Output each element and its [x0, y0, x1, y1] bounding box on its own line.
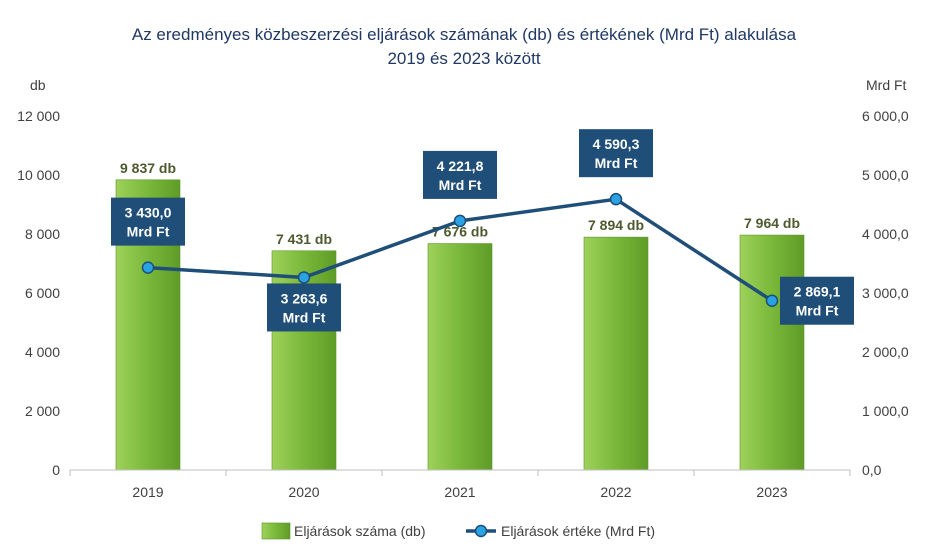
bar-2022 — [583, 236, 649, 471]
callout-box — [111, 197, 185, 246]
callout-box — [423, 150, 497, 199]
right-axis-ticks: 0,0 1 000,0 2 000,0 3 000,0 4 000,0 5 000,0 6 … — [862, 108, 909, 478]
callout-unit: Mrd Ft — [439, 177, 482, 193]
line-point-2021 — [453, 214, 467, 228]
line-value-callout: 4 221,8 Mrd Ft — [423, 150, 497, 199]
line-point-2019 — [141, 261, 155, 274]
left-tick-label: 2 000 — [25, 403, 60, 419]
line-value-callout: 3 263,6 Mrd Ft — [267, 283, 341, 332]
line-series — [141, 192, 779, 307]
left-tick-label: 0 — [52, 462, 60, 478]
bar-value-label: 7 431 db — [276, 231, 332, 247]
callout-value: 4 221,8 — [437, 158, 484, 174]
line-point-2022 — [609, 192, 623, 206]
legend-line-marker — [474, 524, 488, 538]
left-axis-unit: db — [30, 77, 46, 93]
callout-value: 3 430,0 — [125, 205, 172, 221]
legend-bar-swatch — [261, 522, 291, 540]
bar-value-label: 7 964 db — [744, 215, 800, 231]
left-tick-label: 8 000 — [25, 226, 60, 242]
right-tick-label: 2 000,0 — [862, 344, 909, 360]
bar-2021 — [427, 243, 493, 471]
callout-value: 2 869,1 — [794, 284, 841, 300]
right-tick-label: 6 000,0 — [862, 108, 909, 124]
callout-box — [267, 283, 341, 332]
line-point-2020 — [297, 271, 311, 284]
legend: Eljárások száma (db) Eljárások értéke (Mr… — [261, 522, 655, 540]
x-tick-label: 2020 — [288, 484, 319, 500]
callout-unit: Mrd Ft — [595, 155, 638, 171]
x-tick-label: 2023 — [756, 484, 787, 500]
left-tick-label: 10 000 — [17, 167, 60, 183]
x-tick-label: 2021 — [444, 484, 475, 500]
right-tick-label: 3 000,0 — [862, 285, 909, 301]
right-tick-label: 0,0 — [862, 462, 882, 478]
line-value-callout: 4 590,3 Mrd Ft — [579, 129, 653, 178]
callout-unit: Mrd Ft — [127, 224, 170, 240]
right-tick-label: 4 000,0 — [862, 226, 909, 242]
chart-title-line2: 2019 és 2023 között — [387, 49, 540, 68]
callout-value: 4 590,3 — [593, 136, 640, 152]
right-axis-unit: Mrd Ft — [866, 77, 907, 93]
callout-unit: Mrd Ft — [283, 309, 326, 325]
bar-2023 — [739, 234, 805, 471]
x-tick-label: 2022 — [600, 484, 631, 500]
left-axis-ticks: 0 2 000 4 000 6 000 8 000 10 000 12 000 — [17, 108, 60, 478]
legend-bar-label: Eljárások száma (db) — [294, 523, 426, 539]
chart-title-line1: Az eredményes közbeszerzési eljárások sz… — [132, 25, 797, 44]
x-axis-ticks: 2019 2020 2021 2022 2023 — [69, 470, 851, 500]
right-tick-label: 1 000,0 — [862, 403, 909, 419]
callout-box — [780, 276, 854, 325]
left-tick-label: 12 000 — [17, 108, 60, 124]
bar-value-label: 7 894 db — [588, 217, 644, 233]
x-tick-label: 2019 — [132, 484, 163, 500]
callout-value: 3 263,6 — [281, 290, 328, 306]
line-value-callout: 2 869,1 Mrd Ft — [780, 276, 854, 325]
right-tick-label: 5 000,0 — [862, 167, 909, 183]
line-value-callout: 3 430,0 Mrd Ft — [111, 197, 185, 246]
callout-unit: Mrd Ft — [796, 303, 839, 319]
left-tick-label: 4 000 — [25, 344, 60, 360]
bar-value-label: 9 837 db — [120, 160, 176, 176]
legend-line-label: Eljárások értéke (Mrd Ft) — [501, 523, 655, 539]
left-tick-label: 6 000 — [25, 285, 60, 301]
callout-box — [579, 129, 653, 178]
line-point-2023 — [765, 294, 779, 307]
